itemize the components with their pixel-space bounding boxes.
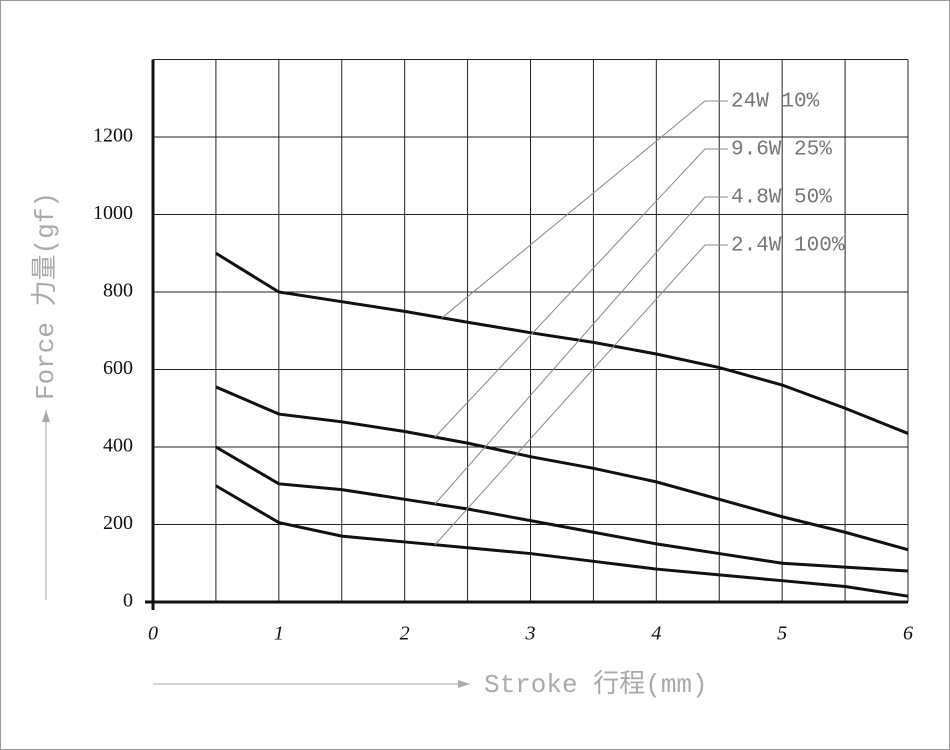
y-tick-label: 0 [123, 590, 133, 612]
x-tick-label: 5 [777, 623, 787, 645]
x-axis-arrowhead [458, 680, 470, 688]
leader-line [441, 100, 728, 319]
x-tick-label: 3 [525, 623, 536, 645]
series-line [215, 251, 909, 435]
leader-line [434, 196, 728, 505]
x-tick-label: 0 [148, 623, 158, 645]
y-axis-arrowhead [42, 410, 50, 422]
series-line [215, 484, 909, 598]
leader-line [434, 244, 728, 546]
y-axis-label: Force 力量(gf) [30, 192, 61, 400]
series-line [215, 385, 909, 552]
x-tick-label: 6 [903, 623, 913, 645]
series-label: 4.8W 50% [731, 187, 832, 210]
series-label: 2.4W 100% [731, 235, 845, 258]
x-tick-label: 4 [651, 623, 661, 645]
y-tick-label: 1000 [93, 202, 133, 224]
y-tick-label: 600 [103, 357, 133, 379]
y-tick-label: 800 [103, 280, 133, 302]
y-tick-label: 400 [103, 435, 133, 457]
leader-line [434, 148, 728, 438]
series-label: 24W 10% [731, 91, 820, 114]
x-axis-label: Stroke 行程(mm) [484, 669, 708, 700]
y-tick-label: 200 [103, 512, 133, 534]
series-line [215, 445, 909, 573]
x-tick-label: 1 [274, 623, 284, 645]
y-tick-label: 1200 [93, 125, 133, 147]
x-tick-label: 2 [400, 623, 410, 645]
series-label: 9.6W 25% [731, 139, 832, 162]
